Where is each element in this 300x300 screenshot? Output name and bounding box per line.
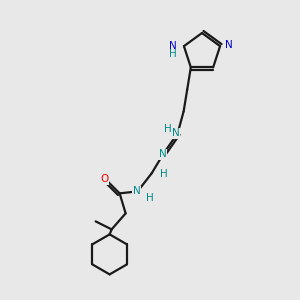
Text: H: H — [160, 169, 167, 179]
Text: H: H — [164, 124, 172, 134]
Text: N: N — [159, 149, 167, 159]
Text: N: N — [225, 40, 233, 50]
Text: H: H — [169, 49, 177, 59]
Text: O: O — [100, 174, 109, 184]
Text: H: H — [146, 194, 153, 203]
Text: N: N — [172, 128, 179, 138]
Text: N: N — [133, 186, 140, 197]
Text: N: N — [169, 41, 177, 51]
